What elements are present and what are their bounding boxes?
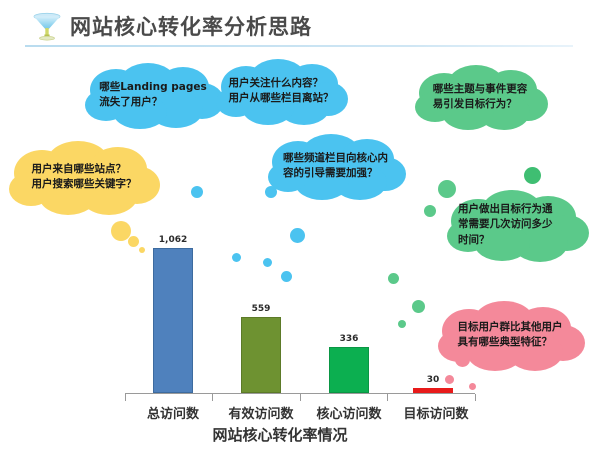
decor-dot-blue [290, 228, 305, 243]
axis-tick [387, 394, 388, 401]
bubble-user-traits: 目标用户群比其他用户 具有哪些典型特征？ [432, 298, 588, 372]
decor-dot-blue [232, 253, 241, 262]
bubble-text: 用户关注什么内容？ 用户从哪些栏目离站？ [228, 76, 334, 104]
header-divider [25, 45, 573, 47]
decor-dot-pink [445, 375, 454, 384]
bubble-text: 哪些频道栏目向核心内 容的引导需要加强？ [283, 151, 388, 179]
bar-core-visits: 336 [329, 334, 369, 393]
slide-header: 网站核心转化率分析思路 [0, 0, 600, 50]
decor-dot-yellow [111, 221, 131, 241]
bubble-traffic-sources: 用户来自哪些站点？ 用户搜索哪些关键字？ [4, 137, 164, 217]
bar-goal-visits: 30 [413, 375, 453, 393]
decor-dot-green [524, 167, 541, 184]
bubble-text: 用户做出目标行为通 常需要几次访问多少 时间？ [458, 203, 553, 246]
decor-dot-green [388, 273, 399, 284]
bar-rect [241, 317, 281, 393]
chart-title: 网站核心转化率情况 [212, 426, 348, 444]
decor-dot-green [438, 180, 456, 198]
decor-dot-green [398, 320, 406, 328]
category-label-valid-visits: 有效访问数 [228, 407, 294, 422]
decor-dot-blue [265, 186, 277, 198]
funnel-icon [30, 10, 64, 42]
axis-tick [125, 394, 126, 401]
page-title: 网站核心转化率分析思路 [70, 15, 312, 39]
bubble-text: 用户来自哪些站点？ 用户搜索哪些关键字？ [31, 162, 137, 190]
bar-value-label: 559 [251, 304, 271, 314]
category-label-core-visits: 核心访问数 [316, 407, 382, 422]
bar-value-label: 30 [426, 375, 440, 385]
category-label-total-visits: 总访问数 [146, 407, 199, 422]
decor-dot-blue [191, 186, 203, 198]
bar-total-visits: 1,062 [153, 235, 193, 393]
decor-dot-green [412, 300, 425, 313]
bubble-user-focus: 用户关注什么内容？ 用户从哪些栏目离站？ [212, 55, 350, 127]
bar-rect [153, 248, 193, 393]
decor-dot-pink [469, 383, 476, 390]
axis-tick [212, 394, 213, 401]
axis-tick [300, 394, 301, 401]
decor-dot-green [424, 205, 436, 217]
bar-chart: 1,062 559 336 30 总访问数 有效访问数 核心访问数 目标访问数 [0, 200, 600, 449]
decor-dot-blue [263, 258, 272, 267]
bubble-landing-pages: 哪些Landing pages 流失了用户？ [80, 60, 226, 130]
bubble-topics-events: 哪些主题与事件更容 易引发目标行为？ [410, 62, 550, 132]
bubble-visits-needed: 用户做出目标行为通 常需要几次访问多少 时间？ [442, 186, 590, 264]
bar-rect [329, 347, 369, 393]
bubble-text: 哪些Landing pages 流失了用户？ [99, 80, 207, 108]
axis-tick [475, 394, 476, 401]
bubble-channel-guide: 哪些频道栏目向核心内 容的引导需要加强？ [263, 130, 408, 202]
decor-dot-yellow [128, 236, 139, 247]
decor-dot-blue [281, 271, 292, 282]
x-axis-line [125, 393, 475, 394]
bar-value-label: 1,062 [158, 235, 188, 245]
category-label-goal-visits: 目标访问数 [403, 407, 469, 422]
bar-valid-visits: 559 [241, 304, 281, 393]
bar-value-label: 336 [339, 334, 359, 344]
decor-dot-yellow [139, 247, 145, 253]
bar-rect [413, 388, 453, 393]
bubble-text: 哪些主题与事件更容 易引发目标行为？ [432, 82, 528, 110]
bubble-text: 目标用户群比其他用户 具有哪些典型特征？ [457, 320, 563, 348]
